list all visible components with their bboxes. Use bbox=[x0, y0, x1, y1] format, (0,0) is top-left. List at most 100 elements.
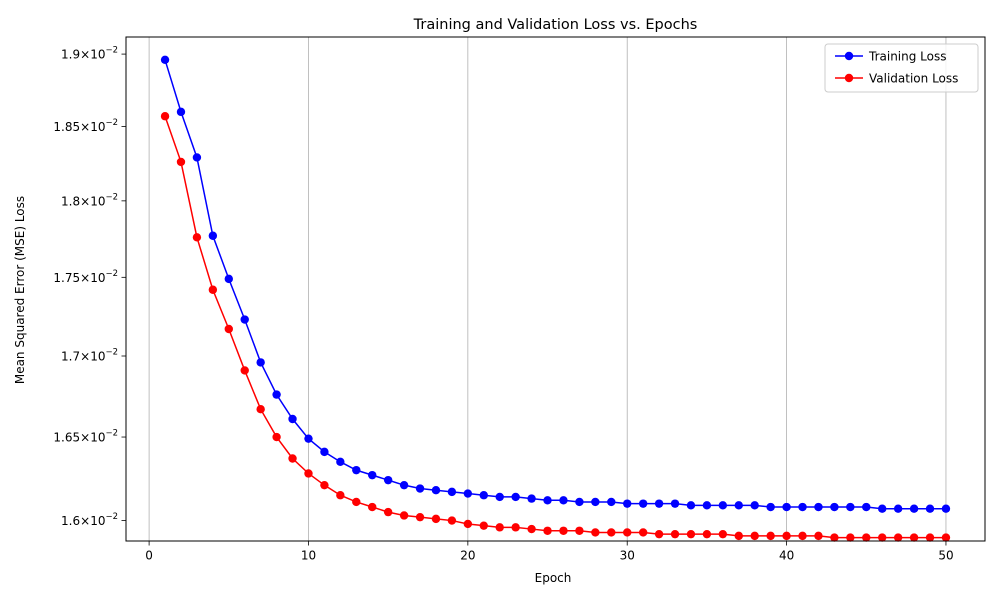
y-tick-exponent: −2 bbox=[105, 118, 118, 128]
chart-title: Training and Validation Loss vs. Epochs bbox=[413, 17, 698, 33]
training-loss-point bbox=[591, 497, 600, 507]
training-loss-point bbox=[288, 414, 297, 424]
validation-loss-point bbox=[240, 366, 249, 375]
x-tick-label: 40 bbox=[779, 549, 794, 563]
plot-frame bbox=[125, 36, 986, 542]
training-loss-point bbox=[240, 315, 249, 324]
y-tick-times: ×10 bbox=[80, 514, 105, 528]
legend-validation-label: Validation Loss bbox=[869, 72, 958, 86]
y-tick-times: ×10 bbox=[80, 431, 105, 445]
training-loss-point bbox=[543, 496, 552, 505]
training-loss-point bbox=[638, 499, 648, 508]
training-loss-point bbox=[208, 231, 218, 240]
training-loss-point bbox=[415, 484, 425, 493]
training-loss-point bbox=[607, 497, 616, 507]
y-tick-times: ×10 bbox=[80, 120, 105, 134]
y-tick-times: ×10 bbox=[80, 271, 105, 285]
validation-loss-point bbox=[383, 507, 393, 517]
training-loss-point bbox=[320, 447, 329, 457]
training-loss-point bbox=[734, 501, 743, 510]
validation-loss-point bbox=[352, 497, 361, 507]
validation-loss-point bbox=[878, 533, 887, 542]
training-loss-point bbox=[941, 504, 951, 513]
validation-loss-point bbox=[415, 512, 425, 522]
y-tick-mantissa: 1.8 bbox=[61, 194, 80, 208]
y-tick-mantissa: 1.9 bbox=[61, 48, 80, 62]
training-loss-point bbox=[447, 487, 457, 497]
training-loss-point bbox=[686, 501, 696, 510]
training-loss-point bbox=[256, 358, 265, 367]
validation-loss-point bbox=[607, 528, 616, 537]
y-tick-mantissa: 1.7 bbox=[61, 350, 80, 364]
validation-loss-point bbox=[591, 528, 600, 537]
validation-loss-point bbox=[846, 533, 855, 542]
training-loss-point bbox=[893, 504, 903, 513]
validation-loss-point bbox=[160, 112, 170, 121]
legend-box bbox=[824, 43, 979, 93]
validation-loss-point bbox=[224, 324, 233, 334]
validation-loss-point bbox=[782, 531, 791, 541]
y-tick-exponent: −2 bbox=[105, 269, 118, 279]
validation-loss-point bbox=[256, 405, 265, 414]
validation-loss-point bbox=[208, 285, 218, 294]
validation-loss-point bbox=[638, 528, 648, 537]
training-loss-point bbox=[272, 390, 281, 399]
validation-loss-point bbox=[495, 523, 504, 532]
y-tick-times: ×10 bbox=[80, 194, 105, 208]
validation-loss-point bbox=[798, 531, 807, 541]
training-loss-point bbox=[909, 504, 919, 513]
training-loss-point bbox=[224, 274, 233, 284]
training-loss-point bbox=[670, 499, 680, 508]
training-loss-point bbox=[431, 485, 441, 495]
training-loss-point bbox=[336, 457, 345, 467]
validation-loss-point bbox=[654, 529, 664, 539]
training-loss-point bbox=[830, 502, 839, 512]
y-tick-exponent: −2 bbox=[105, 512, 118, 522]
training-loss-point bbox=[925, 504, 935, 513]
validation-loss-point bbox=[527, 524, 536, 534]
y-tick-exponent: −2 bbox=[105, 429, 118, 439]
training-loss-point bbox=[527, 494, 536, 503]
validation-loss-point bbox=[463, 519, 473, 529]
y-axis-ticks: 1.6×10−21.65×10−21.7×10−21.75×10−21.8×10… bbox=[53, 46, 126, 528]
validation-loss-point bbox=[941, 533, 951, 542]
x-tick-label: 0 bbox=[145, 549, 153, 563]
training-loss-point bbox=[846, 502, 855, 512]
y-tick-label: 1.7×10−2 bbox=[61, 348, 118, 364]
grid bbox=[148, 37, 947, 541]
series-layer bbox=[160, 55, 951, 542]
validation-loss-point bbox=[320, 480, 329, 490]
training-loss-point bbox=[878, 504, 887, 513]
y-tick-mantissa: 1.85 bbox=[53, 120, 80, 134]
training-loss-point bbox=[623, 499, 632, 508]
training-loss-point bbox=[383, 475, 393, 485]
training-loss-point bbox=[718, 501, 728, 510]
training-loss-point bbox=[176, 107, 186, 117]
x-tick-label: 50 bbox=[938, 549, 953, 563]
legend-training-label: Training Loss bbox=[868, 50, 946, 64]
x-axis-title: Epoch bbox=[535, 571, 572, 585]
validation-loss-point bbox=[399, 511, 409, 520]
x-tick-label: 10 bbox=[301, 549, 316, 563]
training-loss-point bbox=[479, 491, 488, 500]
validation-loss-point bbox=[304, 469, 313, 478]
training-loss-point bbox=[575, 497, 584, 507]
training-loss-point bbox=[463, 489, 473, 498]
validation-loss-point bbox=[925, 533, 935, 542]
validation-loss-point bbox=[623, 528, 632, 537]
training-loss-point bbox=[862, 502, 871, 512]
legend-training-marker bbox=[844, 51, 854, 61]
training-loss-point bbox=[352, 465, 361, 475]
x-tick-label: 30 bbox=[620, 549, 635, 563]
validation-loss-point bbox=[431, 514, 441, 524]
training-loss-point bbox=[654, 499, 664, 508]
validation-loss-point bbox=[288, 454, 297, 463]
training-loss-point bbox=[766, 502, 775, 512]
validation-loss-point bbox=[718, 529, 728, 539]
y-tick-times: ×10 bbox=[80, 350, 105, 364]
validation-loss-point bbox=[766, 531, 775, 541]
y-tick-label: 1.8×10−2 bbox=[61, 192, 118, 208]
validation-loss-point bbox=[670, 529, 680, 539]
x-tick-label: 20 bbox=[460, 549, 475, 563]
x-axis-ticks: 0 10 20 30 40 50 bbox=[145, 541, 954, 563]
